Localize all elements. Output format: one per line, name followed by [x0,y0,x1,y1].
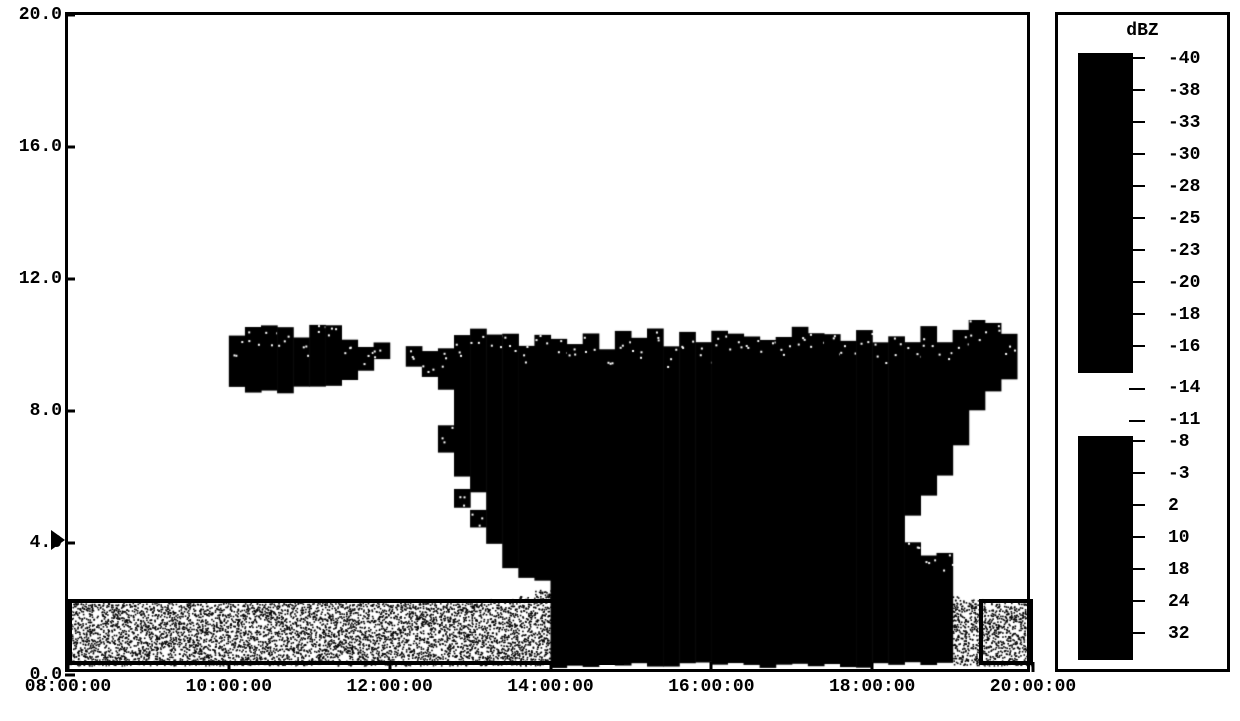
legend-tick-label: -33 [1168,113,1200,133]
y-marker-arrow-icon [51,530,65,550]
legend-tick-label: -14 [1168,378,1200,398]
selection-box [979,599,1033,665]
legend-bar-segment [1078,85,1133,117]
y-tick-mark [65,278,75,281]
legend-tick-mark [1133,121,1145,123]
legend-tick-label: -8 [1168,432,1190,452]
legend-bar-segment [1078,564,1133,596]
legend-tick-label: -16 [1168,337,1200,357]
legend-tick-mark [1133,536,1145,538]
legend-tick-label: 24 [1168,592,1190,612]
legend-bar-segment [1078,181,1133,213]
legend-tick-label: 2 [1168,496,1179,516]
legend-tick-label: 10 [1168,528,1190,548]
legend-bar-segment [1078,500,1133,532]
legend-bar-segment [1078,149,1133,181]
legend-tick-mark [1133,281,1145,283]
legend-tick-mark [1133,568,1145,570]
y-tick-label: 8.0 [30,401,62,421]
x-tick-label: 14:00:00 [507,677,593,697]
legend-bar-segment [1078,213,1133,245]
legend-tick-mark [1133,217,1145,219]
reflectivity-plot: 0.04.08.012.016.020.008:00:0010:00:0012:… [65,12,1030,672]
legend-bar-segment [1078,245,1133,277]
legend-bar-segment [1078,532,1133,564]
legend-tick-label: -3 [1168,464,1190,484]
legend-tick-label: -18 [1168,305,1200,325]
colorbar-legend: dBZ -40 -38 -33 -30 -28 -25 -23 -20 -18 -16 -14 -11… [1055,12,1230,672]
legend-tick-mark [1133,472,1145,474]
legend-tick-label: -25 [1168,209,1200,229]
legend-bar-segment [1078,117,1133,149]
legend-tick-dash [1129,420,1145,422]
legend-bar-segment [1078,628,1133,660]
legend-bar-segment [1078,596,1133,628]
x-tick-label: 12:00:00 [346,677,432,697]
y-tick-label: 16.0 [19,137,62,157]
y-tick-label: 20.0 [19,5,62,25]
legend-bar-segment [1078,436,1133,468]
legend-tick-label: -23 [1168,241,1200,261]
legend-title: dBZ [1126,21,1158,41]
y-tick-mark [65,542,75,545]
legend-tick-mark [1133,440,1145,442]
legend-tick-label: -40 [1168,49,1200,69]
x-tick-label: 18:00:00 [829,677,915,697]
legend-tick-label: -28 [1168,177,1200,197]
legend-tick-label: -38 [1168,81,1200,101]
legend-tick-mark [1133,345,1145,347]
legend-tick-label: 18 [1168,560,1190,580]
legend-tick-mark [1133,249,1145,251]
figure-container: 0.04.08.012.016.020.008:00:0010:00:0012:… [0,0,1240,721]
legend-tick-mark [1133,600,1145,602]
y-tick-mark [65,14,75,17]
legend-tick-mark [1133,313,1145,315]
legend-tick-label: -20 [1168,273,1200,293]
legend-tick-mark [1133,504,1145,506]
x-tick-label: 10:00:00 [186,677,272,697]
legend-bar-segment [1078,309,1133,341]
reflectivity-canvas [68,15,1033,675]
y-tick-label: 12.0 [19,269,62,289]
legend-tick-label: -30 [1168,145,1200,165]
x-tick-label: 08:00:00 [25,677,111,697]
legend-tick-mark [1133,57,1145,59]
legend-bar-segment [1078,341,1133,373]
x-tick-label: 16:00:00 [668,677,754,697]
x-tick-mark [871,662,874,672]
y-tick-mark [65,146,75,149]
x-tick-label: 20:00:00 [990,677,1076,697]
y-tick-mark [65,410,75,413]
legend-tick-dash [1129,388,1145,390]
legend-bar-segment [1078,468,1133,500]
selection-box [68,599,624,665]
legend-tick-mark [1133,185,1145,187]
legend-tick-label: -11 [1168,410,1200,430]
legend-tick-mark [1133,153,1145,155]
legend-bar-segment [1078,53,1133,85]
legend-tick-mark [1133,632,1145,634]
legend-bar-segment [1078,277,1133,309]
legend-tick-mark [1133,89,1145,91]
legend-tick-label: 32 [1168,624,1190,644]
x-tick-mark [710,662,713,672]
